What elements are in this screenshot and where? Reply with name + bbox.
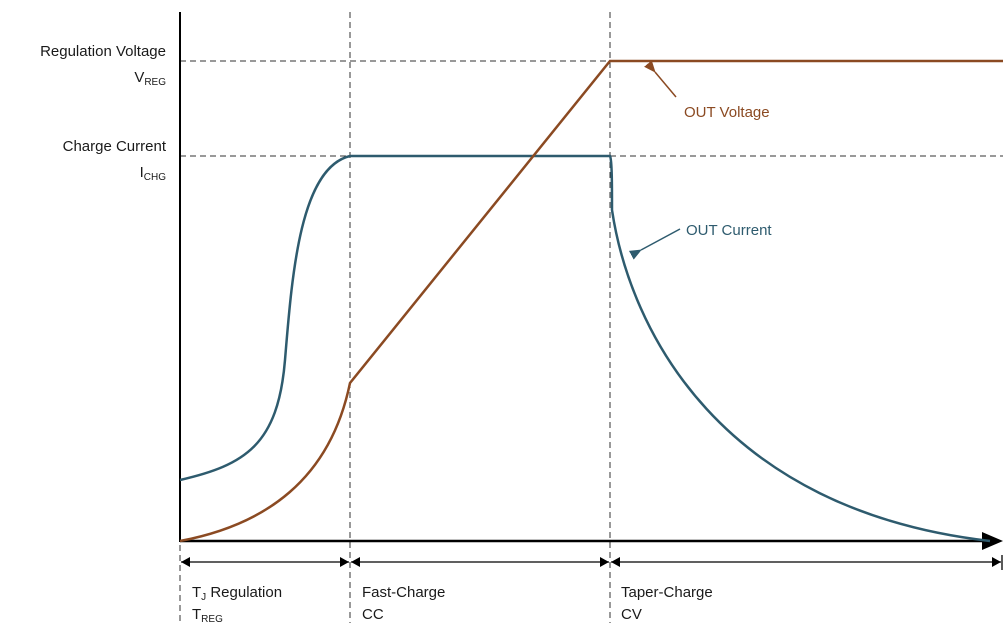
- vreg-title: Regulation Voltage: [40, 43, 166, 60]
- voltage-curve-label: OUT Voltage: [684, 104, 770, 121]
- out-current-curve: [179, 154, 991, 543]
- current-callout-arrow: [628, 228, 681, 260]
- vreg-label: Regulation Voltage VREG: [40, 43, 166, 88]
- x-axis-arrowhead: [982, 532, 1003, 550]
- svg-text:CC: CC: [362, 606, 384, 623]
- voltage-callout-arrow: [644, 60, 677, 98]
- ichg-label: Charge Current ICHG: [63, 138, 167, 183]
- svg-text:TJ Regulation: TJ Regulation: [192, 584, 282, 603]
- svg-text:TREG: TREG: [192, 606, 223, 623]
- phase-label-cc: Fast-Charge CC: [362, 584, 445, 623]
- out-voltage-curve: [179, 59, 1003, 543]
- svg-text:Fast-Charge: Fast-Charge: [362, 584, 445, 601]
- current-curve-label: OUT Current: [686, 222, 772, 239]
- svg-text:CV: CV: [621, 606, 642, 623]
- svg-text:Taper-Charge: Taper-Charge: [621, 584, 713, 601]
- ichg-symbol: ICHG: [140, 164, 167, 183]
- phase-label-cv: Taper-Charge CV: [621, 584, 713, 623]
- phase-label-treg: TJ Regulation TREG: [192, 584, 282, 623]
- vreg-symbol: VREG: [134, 69, 166, 88]
- guide-lines: [179, 12, 1003, 623]
- phase-spans: [181, 555, 1003, 570]
- ichg-title: Charge Current: [63, 138, 167, 155]
